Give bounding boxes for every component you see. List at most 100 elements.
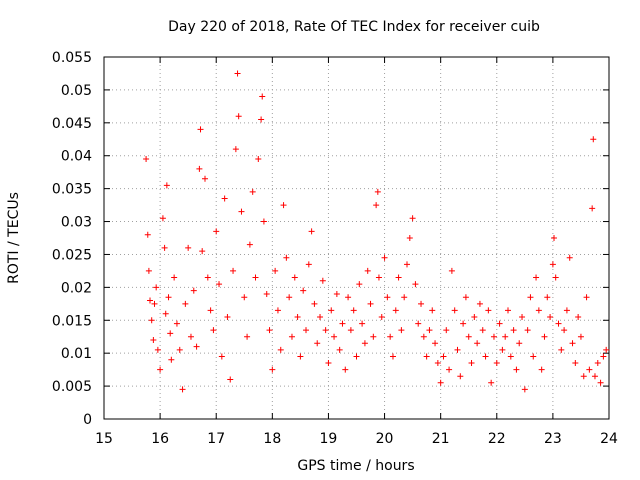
y-tick-label: 0.035	[52, 182, 92, 198]
data-point	[230, 267, 237, 274]
data-point	[218, 353, 225, 360]
x-tick-label: 18	[263, 431, 281, 447]
data-point	[157, 366, 164, 373]
data-point	[401, 294, 408, 301]
data-point	[347, 327, 354, 334]
data-point	[552, 274, 559, 281]
data-point	[549, 261, 556, 268]
data-point	[185, 244, 192, 251]
y-tick-label: 0.025	[52, 247, 92, 263]
data-point	[446, 366, 453, 373]
data-point	[258, 116, 265, 123]
data-point	[432, 340, 439, 347]
data-point	[572, 360, 579, 367]
data-point	[162, 310, 169, 317]
data-point	[342, 366, 349, 373]
x-tick-label: 23	[544, 431, 562, 447]
data-point	[213, 228, 220, 235]
data-point	[176, 346, 183, 353]
data-point	[249, 188, 256, 195]
data-point	[235, 113, 242, 120]
data-point	[415, 320, 422, 327]
data-point	[336, 346, 343, 353]
data-point	[482, 353, 489, 360]
x-tick-label: 16	[151, 431, 169, 447]
data-point	[283, 254, 290, 261]
data-point	[527, 294, 534, 301]
data-point	[586, 366, 593, 373]
data-point	[434, 360, 441, 367]
data-point	[575, 313, 582, 320]
data-point	[423, 353, 430, 360]
y-tick-label: 0.03	[61, 215, 92, 231]
data-point	[168, 356, 175, 363]
data-point	[524, 327, 531, 334]
data-point	[499, 346, 506, 353]
data-point	[406, 235, 413, 241]
data-point	[474, 340, 481, 347]
data-point	[589, 205, 596, 212]
data-point	[479, 327, 486, 334]
data-point	[232, 146, 239, 153]
data-point	[590, 136, 597, 143]
data-point	[490, 333, 497, 340]
data-point	[241, 294, 248, 301]
data-point	[345, 294, 352, 301]
data-point	[426, 327, 433, 334]
data-point	[300, 287, 307, 294]
data-point	[448, 267, 455, 274]
data-point	[443, 327, 450, 334]
data-point	[288, 333, 295, 340]
data-point	[303, 327, 309, 334]
data-point	[541, 333, 548, 340]
data-point	[462, 294, 469, 301]
data-point	[507, 353, 514, 360]
x-tick-label: 17	[207, 431, 225, 447]
data-point	[359, 320, 366, 327]
data-point	[331, 333, 338, 340]
data-point	[353, 353, 360, 360]
data-point	[311, 300, 318, 307]
data-points	[143, 70, 610, 393]
data-point	[510, 327, 517, 334]
data-point	[471, 313, 478, 320]
data-point	[577, 333, 584, 340]
data-point	[325, 360, 332, 367]
data-point	[308, 228, 315, 235]
data-point	[468, 360, 475, 367]
data-point	[154, 346, 161, 353]
data-point	[274, 307, 281, 314]
data-point	[173, 320, 180, 327]
x-axis-title: GPS time / hours	[297, 458, 414, 474]
data-point	[566, 254, 573, 261]
data-point	[263, 290, 270, 297]
data-point	[457, 373, 464, 380]
data-point	[151, 300, 158, 307]
y-tick-label: 0.04	[61, 149, 92, 165]
data-point	[159, 215, 166, 222]
data-point	[207, 307, 214, 314]
data-point	[384, 294, 391, 301]
data-point	[594, 360, 601, 367]
data-point	[544, 294, 551, 301]
data-point	[392, 307, 399, 314]
data-point	[530, 353, 537, 360]
data-point	[513, 366, 520, 373]
data-point	[297, 353, 304, 360]
data-point	[519, 313, 526, 320]
data-point	[561, 327, 568, 334]
data-point	[238, 208, 245, 215]
y-tick-label: 0.055	[52, 50, 92, 66]
data-point	[179, 386, 186, 393]
data-point	[409, 215, 416, 222]
data-point	[395, 274, 402, 281]
data-point	[286, 294, 293, 301]
data-point	[451, 307, 458, 314]
data-point	[144, 231, 151, 238]
data-point	[505, 307, 511, 314]
data-point	[196, 165, 203, 172]
data-point	[259, 93, 266, 100]
data-point	[291, 274, 298, 281]
data-point	[193, 343, 200, 350]
y-tick-label: 0	[83, 412, 92, 428]
